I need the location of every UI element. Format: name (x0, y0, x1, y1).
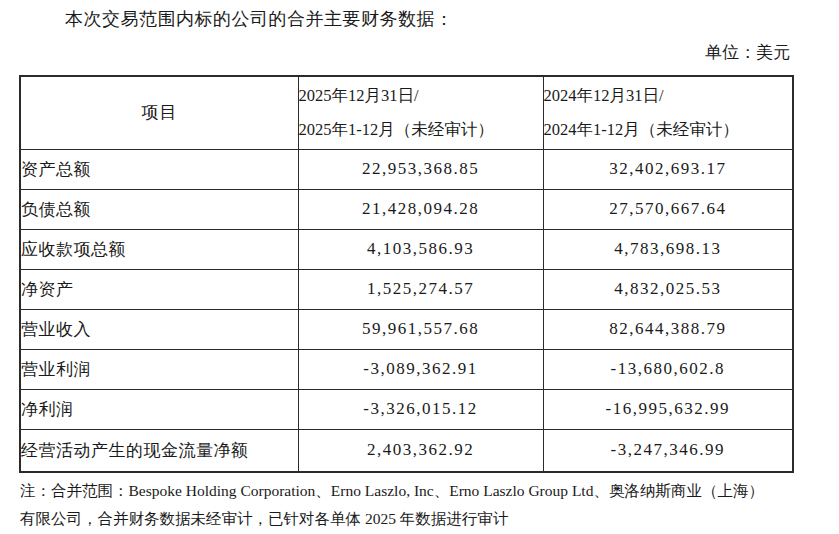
financial-data-table: 项目 2025年12月31日/ 2025年1-12月（未经审计） 2024年12… (19, 75, 794, 473)
table-body: 资产总额22,953,368.8532,402,693.17负债总额21,428… (20, 149, 793, 472)
table-row: 净利润-3,326,015.12-16,995,632.99 (20, 389, 793, 429)
table-row: 应收款项总额4,103,586.934,783,698.13 (20, 229, 793, 269)
document-title: 本次交易范围内标的公司的合并主要财务数据： (65, 7, 454, 31)
table-row: 营业收入59,961,557.6882,644,388.79 (20, 309, 793, 349)
table-footnote: 注：合并范围：Bespoke Holding Corporation、Erno … (20, 477, 820, 533)
row-2024-value: 4,783,698.13 (543, 229, 793, 269)
table-row: 资产总额22,953,368.8532,402,693.17 (20, 149, 793, 189)
row-2025-value: 2,403,362.92 (298, 429, 543, 472)
row-item-cell: 营业收入 (20, 309, 298, 349)
currency-unit-label: 单位：美元 (705, 41, 790, 64)
row-item-cell: 营业利润 (20, 349, 298, 389)
row-item-cell: 经营活动产生的现金流量净额 (20, 429, 298, 472)
footnote-line-1: 注：合并范围：Bespoke Holding Corporation、Erno … (20, 477, 820, 505)
row-item-cell: 净利润 (20, 389, 298, 429)
header-cell-item: 项目 (20, 76, 298, 149)
header-2024-period-line: 2024年1-12月（未经审计） (544, 113, 793, 147)
table-row: 经营活动产生的现金流量净额2,403,362.92-3,247,346.99 (20, 429, 793, 472)
header-2024-date-line: 2024年12月31日/ (544, 79, 793, 113)
table-row: 负债总额21,428,094.2827,570,667.64 (20, 189, 793, 229)
footnote-line-2: 有限公司，合并财务数据未经审计，已针对各单体 2025 年数据进行审计 (20, 505, 820, 533)
row-2025-value: 22,953,368.85 (298, 149, 543, 189)
row-2025-value: 4,103,586.93 (298, 229, 543, 269)
header-2025-date-line: 2025年12月31日/ (299, 79, 543, 113)
row-2025-value: -3,326,015.12 (298, 389, 543, 429)
row-2024-value: -13,680,602.8 (543, 349, 793, 389)
table-row: 净资产1,525,274.574,832,025.53 (20, 269, 793, 309)
row-item-cell: 资产总额 (20, 149, 298, 189)
row-2024-value: 4,832,025.53 (543, 269, 793, 309)
row-2024-value: 27,570,667.64 (543, 189, 793, 229)
header-row: 项目 2025年12月31日/ 2025年1-12月（未经审计） 2024年12… (20, 76, 793, 149)
header-cell-2024: 2024年12月31日/ 2024年1-12月（未经审计） (543, 76, 793, 149)
document-page: 本次交易范围内标的公司的合并主要财务数据： 单位：美元 项目 2025年12月3… (0, 0, 839, 534)
row-2024-value: -3,247,346.99 (543, 429, 793, 472)
row-2025-value: 21,428,094.28 (298, 189, 543, 229)
header-cell-2025: 2025年12月31日/ 2025年1-12月（未经审计） (298, 76, 543, 149)
row-item-cell: 应收款项总额 (20, 229, 298, 269)
table-row: 营业利润-3,089,362.91-13,680,602.8 (20, 349, 793, 389)
row-2025-value: 1,525,274.57 (298, 269, 543, 309)
table-header: 项目 2025年12月31日/ 2025年1-12月（未经审计） 2024年12… (20, 76, 793, 149)
row-2025-value: -3,089,362.91 (298, 349, 543, 389)
row-item-cell: 净资产 (20, 269, 298, 309)
row-2024-value: 82,644,388.79 (543, 309, 793, 349)
row-item-cell: 负债总额 (20, 189, 298, 229)
row-2025-value: 59,961,557.68 (298, 309, 543, 349)
row-2024-value: -16,995,632.99 (543, 389, 793, 429)
header-2025-period-line: 2025年1-12月（未经审计） (299, 113, 543, 147)
row-2024-value: 32,402,693.17 (543, 149, 793, 189)
